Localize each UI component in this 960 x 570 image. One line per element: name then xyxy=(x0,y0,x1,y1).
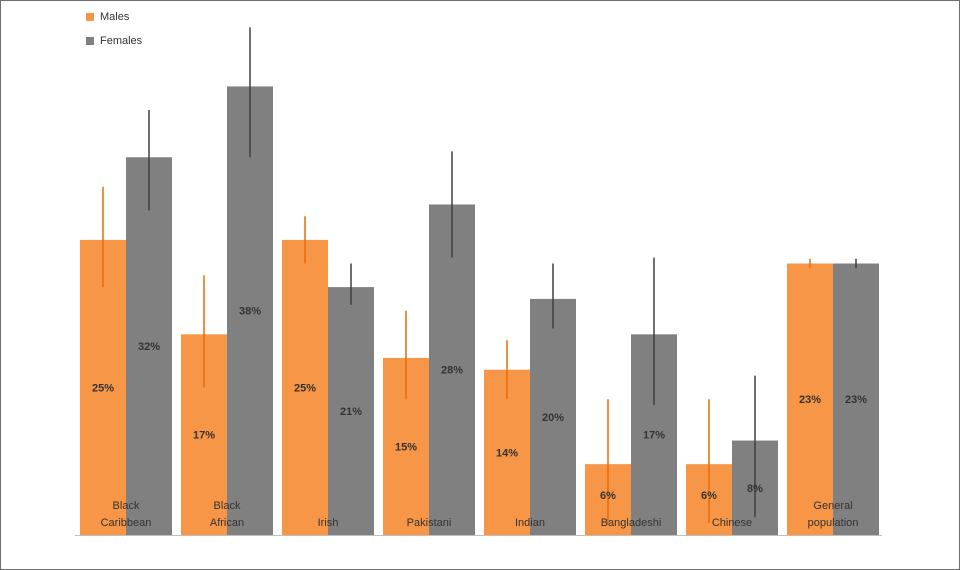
data-label-males-black-african: 17% xyxy=(193,430,215,442)
category-label-black-african: Black xyxy=(214,500,241,512)
bar-females-black-african xyxy=(227,86,273,535)
data-label-males-pakistani: 15% xyxy=(395,441,417,453)
data-label-females-irish: 21% xyxy=(340,406,362,418)
category-label-general-population: population xyxy=(808,517,859,529)
category-label-indian: Indian xyxy=(515,517,545,529)
legend-swatch-males xyxy=(86,13,94,21)
bar-males-irish xyxy=(282,239,328,535)
data-label-females-pakistani: 28% xyxy=(441,365,463,377)
bar-females-indian xyxy=(530,298,576,535)
category-label-chinese: Chinese xyxy=(712,517,752,529)
category-label-pakistani: Pakistani xyxy=(407,517,452,529)
legend-swatch-females xyxy=(86,37,94,45)
data-label-females-chinese: 8% xyxy=(747,483,763,495)
legend-label-females: Females xyxy=(100,35,143,47)
data-label-males-black-caribbean: 25% xyxy=(92,382,114,394)
category-label-black-caribbean: Caribbean xyxy=(101,517,152,529)
bar-males-black-caribbean xyxy=(80,239,126,535)
legend-item-males: Males xyxy=(86,10,129,24)
data-label-males-indian: 14% xyxy=(496,447,518,459)
legend-label-males: Males xyxy=(100,11,130,23)
data-label-females-general-population: 23% xyxy=(845,394,867,406)
data-label-males-irish: 25% xyxy=(294,382,316,394)
data-label-males-bangladeshi: 6% xyxy=(600,490,616,502)
data-label-females-black-caribbean: 32% xyxy=(138,341,160,353)
category-label-general-population: General xyxy=(813,500,852,512)
category-label-bangladeshi: Bangladeshi xyxy=(601,517,662,529)
data-label-females-bangladeshi: 17% xyxy=(643,430,665,442)
data-label-females-indian: 20% xyxy=(542,412,564,424)
legend-item-females: Females xyxy=(86,34,142,48)
category-label-black-caribbean: Black xyxy=(113,500,140,512)
bar-females-general-population xyxy=(833,263,879,535)
bar-females-irish xyxy=(328,287,374,535)
data-label-females-black-african: 38% xyxy=(239,306,261,318)
data-label-males-chinese: 6% xyxy=(701,490,717,502)
data-label-males-general-population: 23% xyxy=(799,394,821,406)
bar-females-black-caribbean xyxy=(126,157,172,535)
category-label-black-african: African xyxy=(210,517,244,529)
bar-males-general-population xyxy=(787,263,833,535)
category-label-irish: Irish xyxy=(318,517,339,529)
bar-females-pakistani xyxy=(429,204,475,536)
